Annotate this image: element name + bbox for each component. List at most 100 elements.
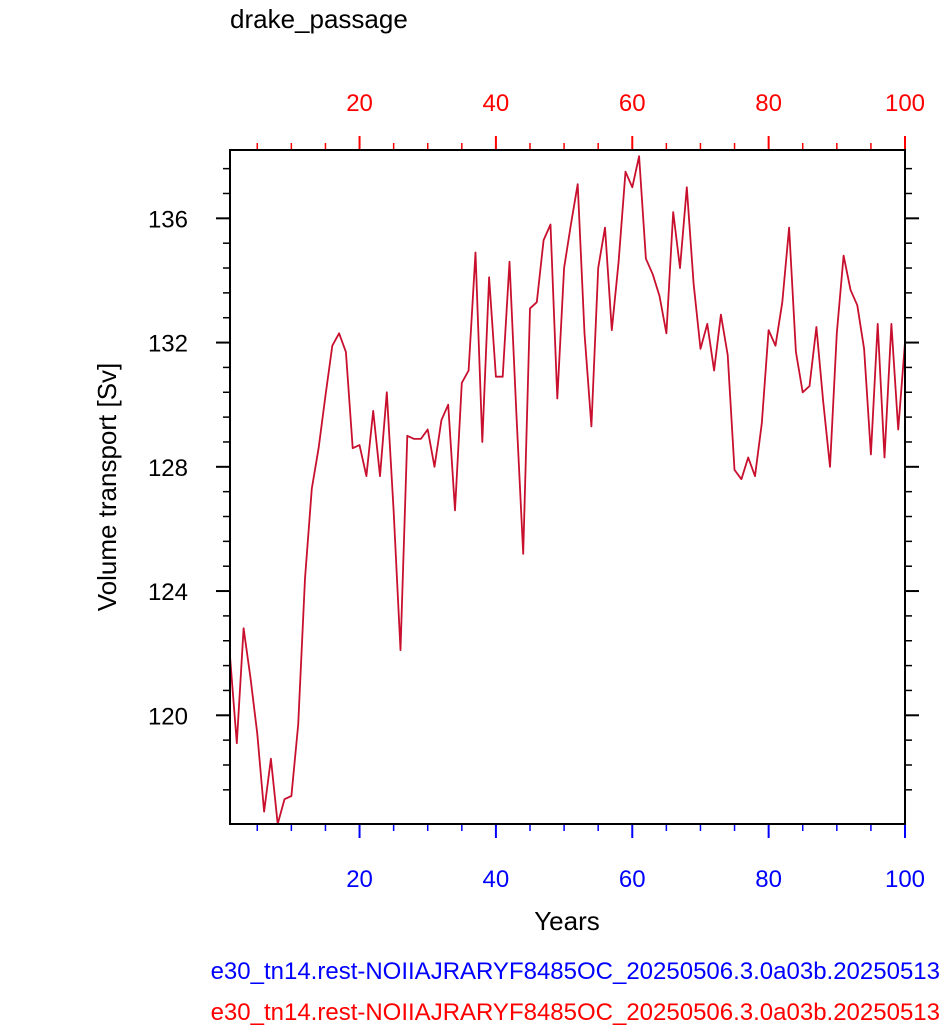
data-point (815, 326, 817, 328)
data-point (754, 475, 756, 477)
data-point (502, 376, 504, 378)
data-point (713, 369, 715, 372)
data-point (597, 267, 599, 269)
data-point (413, 438, 415, 440)
data-point (693, 282, 695, 285)
data-point (679, 267, 681, 269)
x-tick-label-top: 40 (483, 90, 510, 117)
series-points (229, 155, 906, 825)
data-point (590, 425, 592, 428)
series-line (229, 155, 906, 825)
data-point (645, 258, 647, 260)
data-point (631, 186, 633, 188)
bottom-x-axis: 20 40 60 80 100 (256, 824, 925, 893)
data-point (740, 478, 742, 480)
data-point (379, 475, 381, 477)
data-point (461, 382, 463, 384)
data-point (393, 509, 395, 511)
chart-title: drake_passage (230, 4, 408, 34)
y-tick-label: 132 (148, 331, 188, 358)
data-point (733, 469, 736, 471)
data-point (890, 323, 892, 325)
data-point (652, 273, 654, 275)
y-tick-label: 136 (148, 206, 188, 233)
data-point (365, 475, 367, 477)
data-point (372, 410, 374, 412)
data-point (849, 289, 852, 291)
y-tick-label: 124 (148, 579, 188, 606)
data-point (488, 276, 490, 278)
data-point (604, 227, 606, 229)
data-point (243, 627, 245, 629)
data-point (536, 301, 538, 303)
data-point (358, 444, 361, 446)
data-point (577, 183, 579, 185)
data-point (427, 428, 429, 431)
x-tick-label: 40 (483, 866, 510, 893)
data-point (297, 724, 299, 726)
data-point (454, 509, 456, 511)
y-tick-label: 128 (148, 455, 188, 482)
data-point (352, 447, 354, 449)
data-point (863, 348, 865, 350)
x-tick-label: 60 (619, 866, 646, 893)
data-point (474, 251, 477, 254)
case-name-line-2: e30_tn14.rest-NOIIAJRARYF8485OC_20250506… (211, 999, 940, 1026)
data-point (768, 329, 770, 331)
data-point (624, 171, 627, 173)
data-point (774, 345, 777, 347)
right-y-axis (905, 167, 919, 791)
data-point (570, 223, 572, 226)
data-point (802, 391, 804, 393)
data-point (324, 394, 327, 396)
data-point (699, 348, 702, 350)
data-point (788, 227, 790, 229)
x-tick-label-top: 20 (346, 90, 373, 117)
data-point (318, 447, 320, 449)
data-point (481, 441, 483, 443)
data-point (543, 239, 545, 241)
data-point (720, 314, 722, 316)
top-x-axis: 20 40 60 80 100 (256, 90, 925, 150)
left-y-axis: 120 124 128 132 136 (148, 167, 230, 791)
data-point (447, 404, 449, 406)
data-point (747, 456, 749, 459)
data-point (883, 456, 886, 459)
data-point (618, 261, 620, 263)
data-point (686, 186, 688, 188)
data-point (522, 553, 524, 555)
x-tick-label: 100 (885, 866, 925, 893)
data-point (495, 376, 497, 378)
data-point (829, 466, 831, 468)
data-point (672, 211, 674, 213)
data-point (263, 810, 265, 813)
data-point (304, 578, 306, 580)
data-point (290, 795, 292, 797)
data-point (781, 301, 783, 303)
y-tick-label: 120 (148, 703, 188, 730)
data-point (611, 329, 613, 331)
data-point (843, 255, 845, 257)
data-point (399, 649, 402, 651)
data-point (311, 487, 313, 490)
data-point (433, 466, 436, 468)
data-point (583, 332, 586, 334)
x-axis-label: Years (534, 906, 600, 936)
data-point (665, 332, 667, 334)
x-tick-label-top: 60 (619, 90, 646, 117)
data-point (836, 332, 838, 334)
data-point (563, 267, 565, 269)
data-point (638, 155, 640, 157)
data-point (508, 261, 511, 263)
data-point (897, 428, 899, 431)
data-point (386, 391, 388, 393)
data-point (256, 733, 258, 735)
data-point (822, 400, 824, 403)
data-point (331, 345, 333, 347)
data-point (270, 758, 272, 760)
data-point (856, 304, 858, 306)
data-point (440, 419, 442, 421)
data-point (870, 453, 872, 455)
data-point (468, 369, 470, 372)
